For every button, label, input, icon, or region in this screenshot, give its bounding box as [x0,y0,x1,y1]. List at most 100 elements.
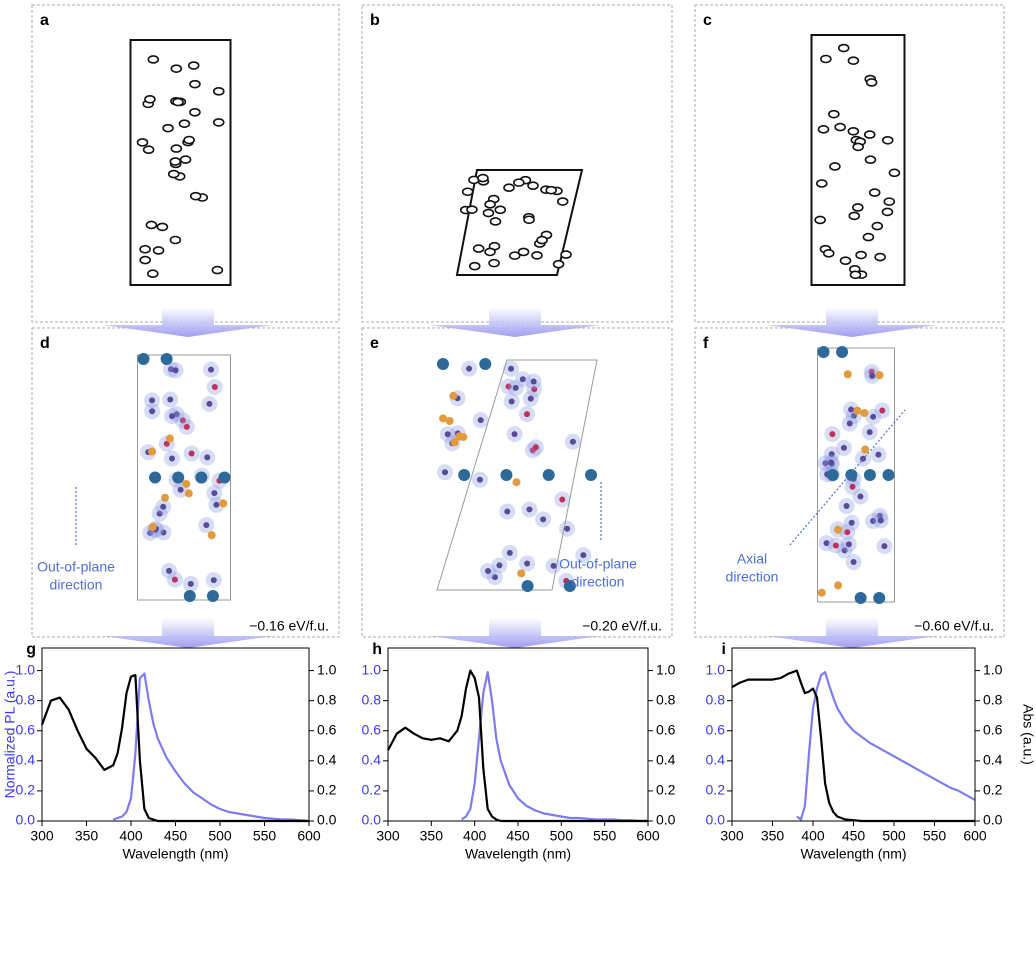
atom [876,512,883,519]
y-tick-label: 0.6 [16,721,36,737]
y2-tick-label: 0.6 [317,721,337,737]
atom [847,126,860,136]
atom [211,490,218,497]
direction-label: Out-of-plane [559,556,637,572]
atom [444,431,451,438]
panel-frame [694,4,1005,323]
atom [850,412,857,419]
atom [147,529,154,536]
atom [136,138,149,147]
atom [523,411,530,418]
atom [559,496,566,503]
x-tick-label: 300 [30,828,54,844]
atom [855,250,867,260]
y2-tick-label: 0.8 [317,691,337,707]
atom [206,400,213,407]
atom [849,270,862,280]
atom [874,252,886,262]
metal-atom [137,353,150,365]
atom [170,144,183,153]
atom [177,486,184,493]
halide-atom [817,588,826,597]
y-tick-label: 1.0 [16,661,36,677]
atom [203,522,210,529]
metal-atom [206,590,219,602]
y-tick-label: 0.4 [706,752,726,768]
halide-atom [834,525,843,534]
panel-label: d [40,335,50,352]
atom [556,197,569,206]
metal-atom [817,346,830,358]
atom [139,244,151,254]
atom [482,208,495,218]
atom [523,215,535,225]
atom [822,249,835,258]
atom [852,142,864,152]
x-axis-label: Wavelength (nm) [465,846,571,862]
y2-tick-label: 1.0 [656,661,676,677]
unit-cell [137,354,231,601]
atom [863,130,876,139]
halide-atom [843,370,852,379]
atom [881,207,894,217]
atom [846,420,853,427]
atom [179,155,192,164]
y2-tick-label: 0.2 [317,782,337,798]
atom [496,562,503,569]
series-line [731,669,975,823]
atom [212,118,225,127]
atom [848,519,855,526]
atom [524,560,531,567]
halide-atom [875,371,884,380]
y-tick-label: 0.2 [362,782,382,798]
metal-atom [183,590,196,602]
atom [179,417,186,424]
x-tick-label: 350 [761,828,785,844]
metal-atom [563,580,576,592]
y2-tick-label: 1.0 [983,661,1003,677]
y2-axis-label: Abs (a.u.) [1020,704,1036,765]
atom [484,200,496,209]
halide-atom [459,433,468,442]
y-tick-label: 1.0 [706,661,726,677]
metal-atom [195,471,208,484]
atom [160,529,167,536]
atom [508,398,515,405]
atom [466,205,478,214]
atom [517,247,530,257]
panel-label: c [703,12,712,29]
atom [169,413,176,420]
metal-atom [585,469,597,481]
x-tick-label: 550 [923,828,947,844]
x-axis-label: Wavelength (nm) [800,846,906,862]
panel-label: f [703,335,709,352]
atom [580,552,587,559]
atom [845,541,852,548]
y-tick-label: 0.8 [362,691,382,707]
atom [167,169,180,179]
atom [508,251,521,260]
atom [513,178,525,187]
atom [152,246,165,255]
atom [531,251,543,260]
x-tick-label: 550 [253,828,277,844]
y-tick-label: 0.8 [16,691,36,707]
y-tick-label: 0.2 [16,782,36,798]
x-tick-label: 450 [164,828,188,844]
atom [569,438,576,445]
x-tick-label: 500 [208,828,232,844]
atom [511,431,518,438]
y-tick-label: 0.4 [16,752,36,768]
energy-label: −0.60 eV/f.u. [914,618,994,634]
metal-atom [500,469,513,481]
atom [476,476,483,483]
x-tick-label: 350 [75,828,99,844]
metal-atom [542,469,555,481]
atom [189,79,201,89]
atom [828,451,835,458]
atom [468,261,481,271]
x-tick-label: 550 [593,828,617,844]
atom [488,258,500,268]
unit-cell [129,39,232,286]
atom [828,459,835,466]
